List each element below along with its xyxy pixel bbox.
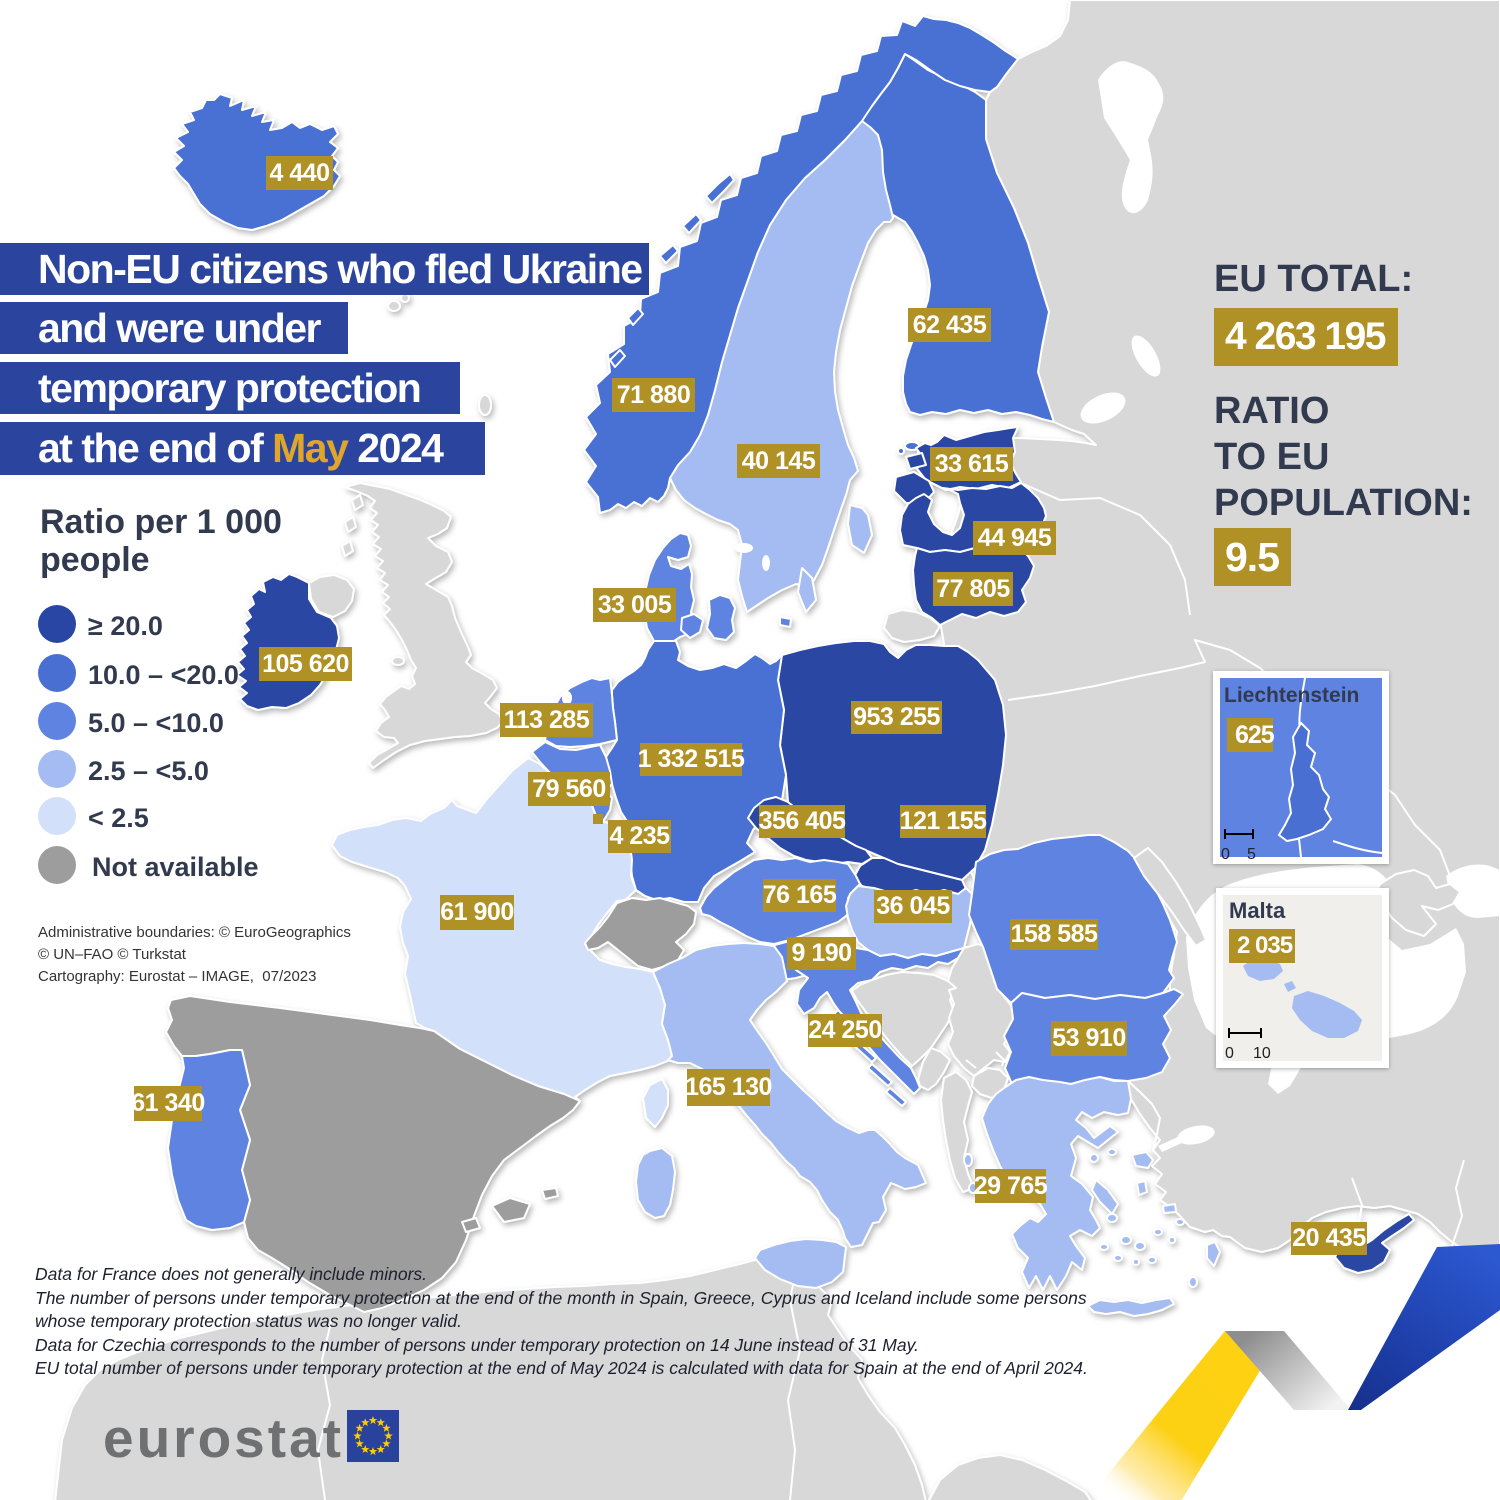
svg-text:5: 5: [1247, 846, 1256, 863]
svg-text:10: 10: [1253, 1045, 1271, 1062]
svg-text:0: 0: [1225, 1045, 1234, 1062]
svg-text:0: 0: [1221, 846, 1230, 863]
